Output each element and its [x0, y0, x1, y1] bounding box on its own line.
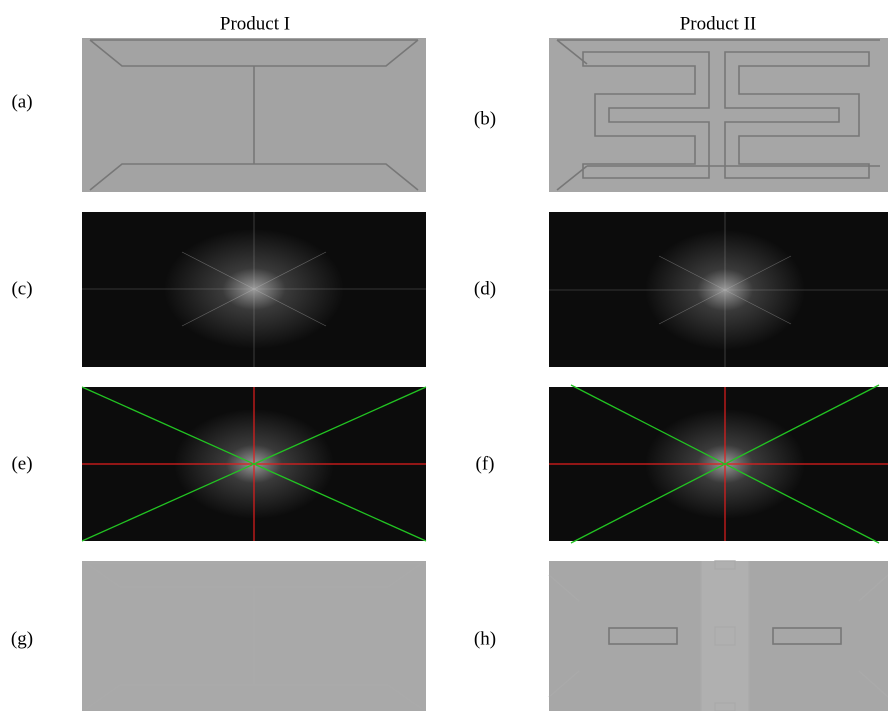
panel-label: (c) — [11, 278, 32, 299]
panel-label: (e) — [11, 453, 32, 474]
figure: Product I Product II (a) (b) (c) (d) (e)… — [0, 0, 888, 711]
panel-label: (f) — [476, 453, 495, 474]
column-title: Product II — [680, 13, 757, 34]
panel-label: (h) — [474, 628, 496, 649]
panel-label: (a) — [11, 91, 32, 112]
panel-label: (g) — [11, 628, 33, 649]
image-g — [82, 561, 426, 711]
image-c — [82, 212, 426, 367]
image-a — [82, 38, 426, 192]
column-title: Product I — [220, 13, 290, 34]
panel-label: (b) — [474, 108, 496, 129]
image-d — [549, 212, 888, 367]
image-b — [549, 38, 888, 192]
panel-label: (d) — [474, 278, 496, 299]
image-f — [549, 385, 888, 543]
image-e — [82, 387, 426, 541]
image-h — [549, 561, 888, 711]
